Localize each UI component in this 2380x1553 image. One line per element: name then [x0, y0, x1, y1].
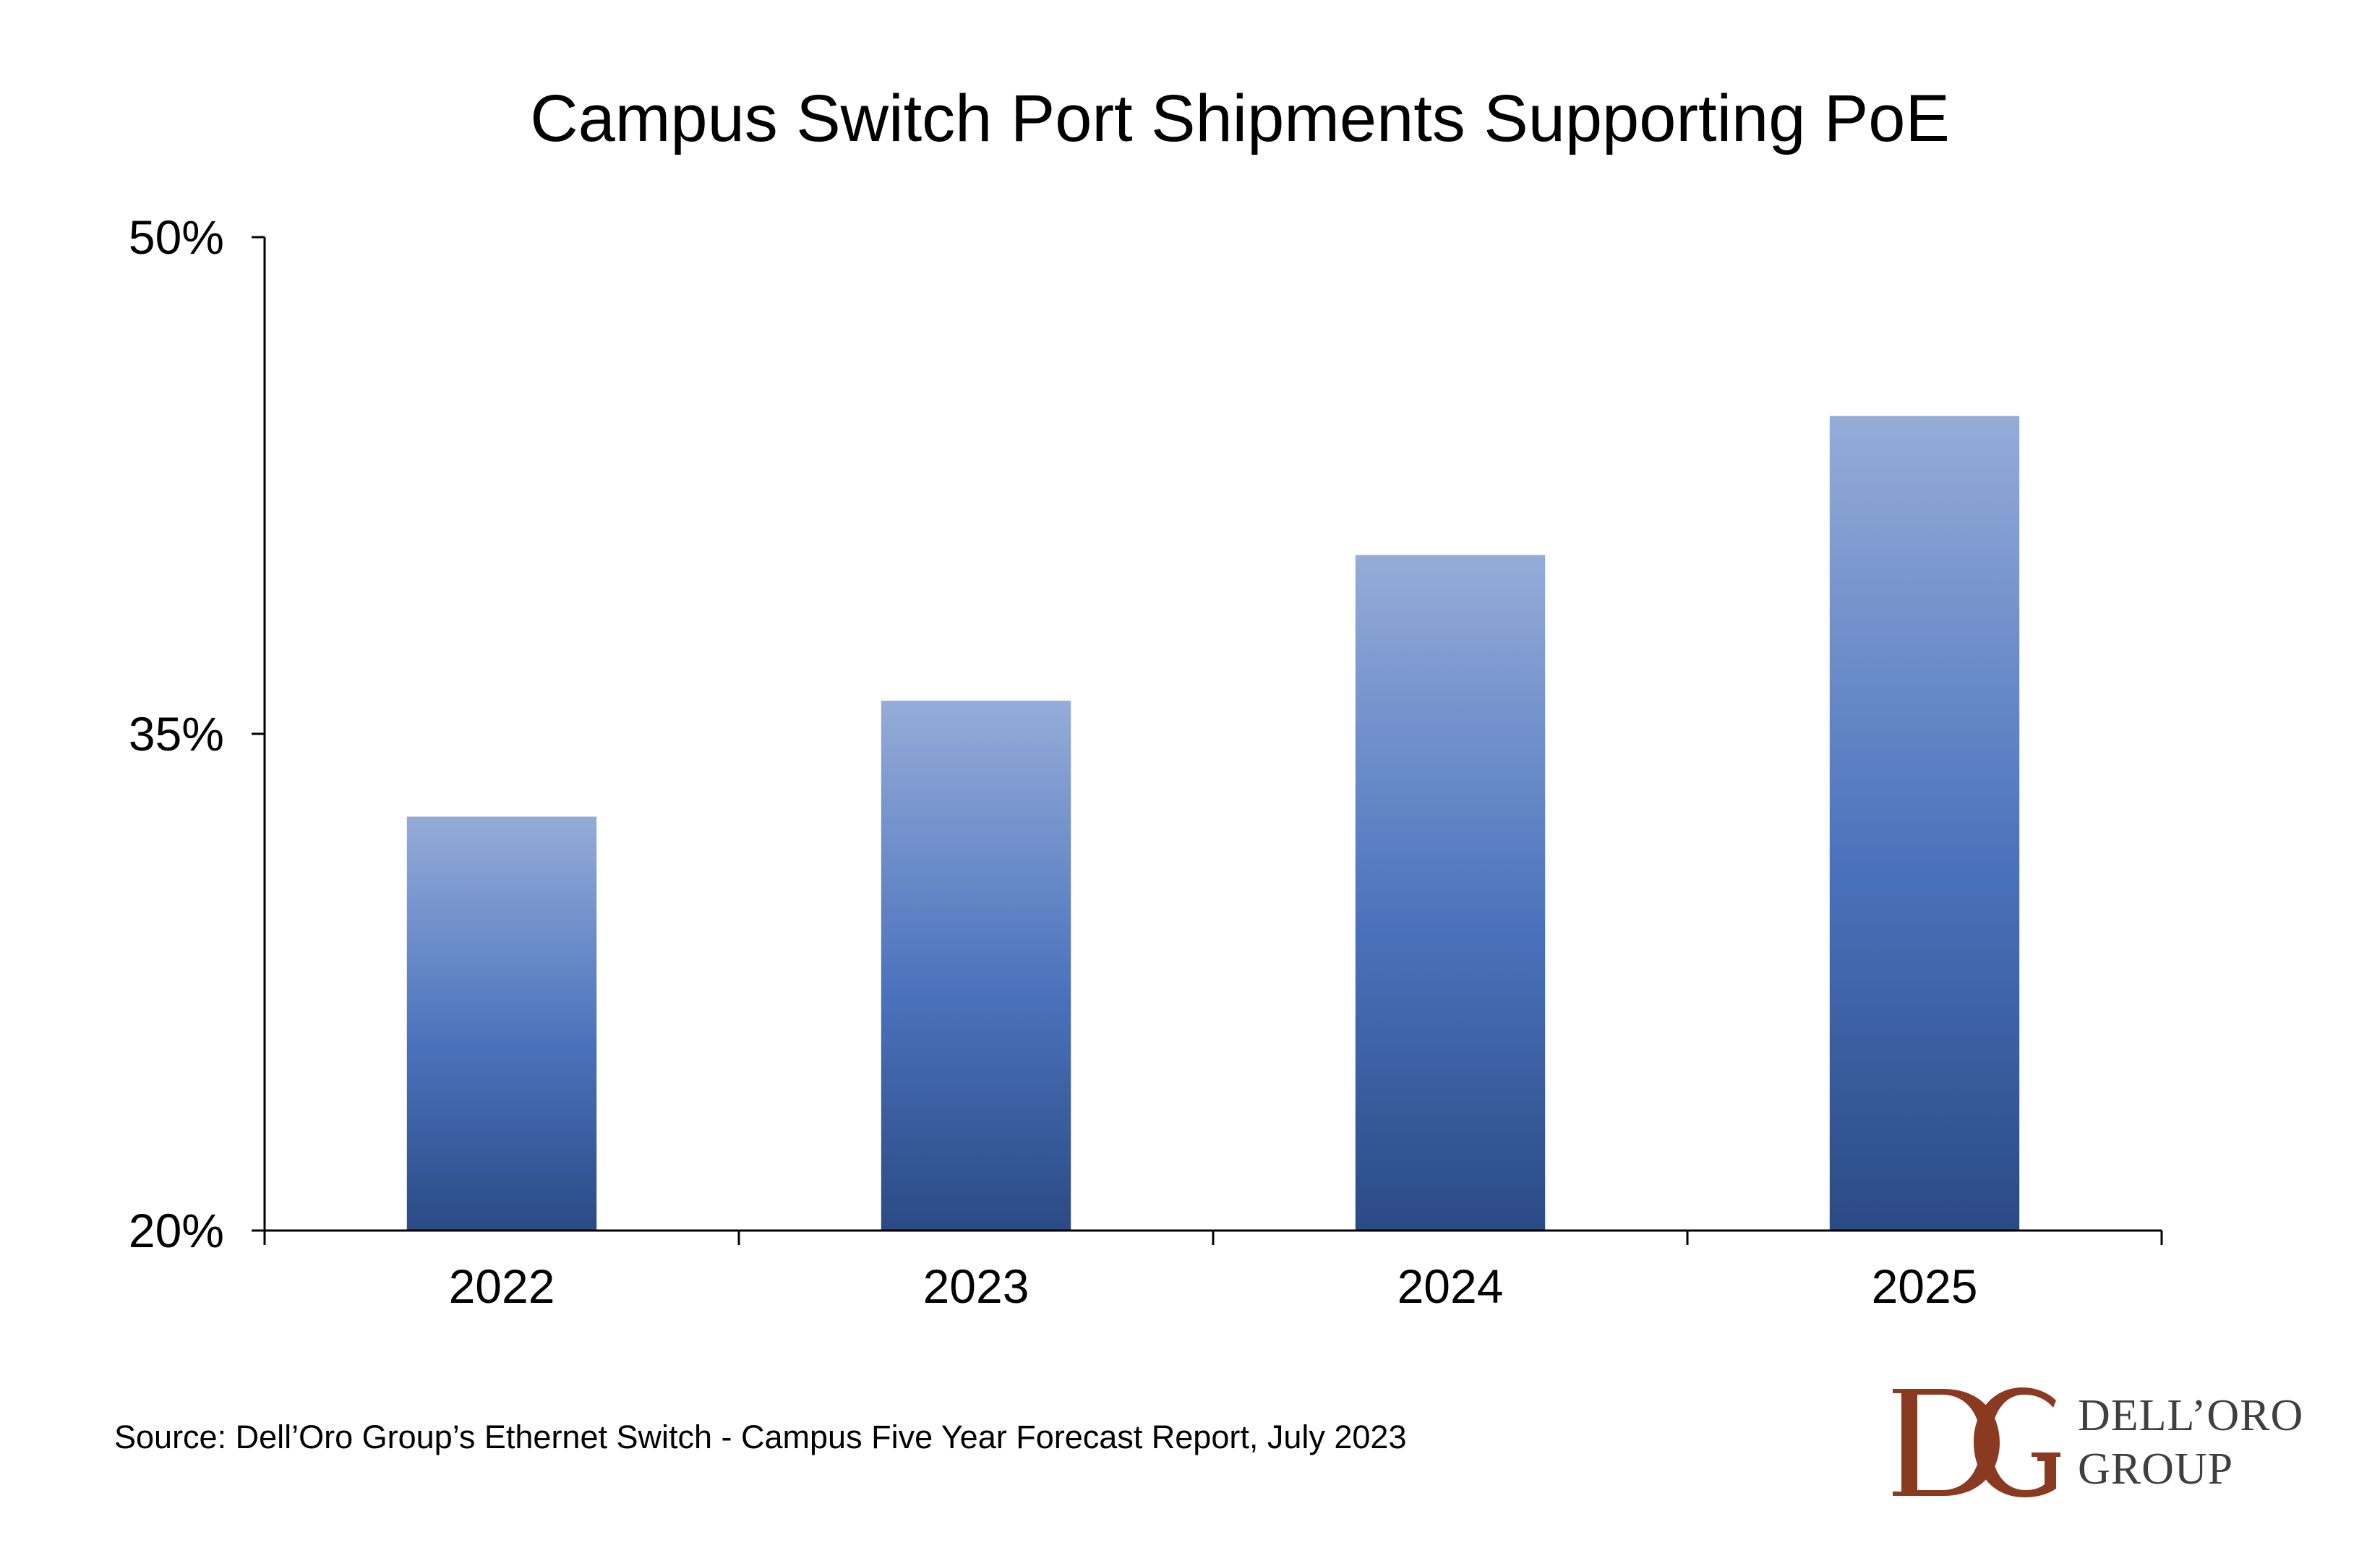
chart-title: Campus Switch Port Shipments Supporting … — [530, 82, 1950, 155]
axes-group: 20% 35% 50% 2022 2023 2024 2025 — [129, 210, 2163, 1313]
logo-dg-mark — [1893, 1387, 2060, 1497]
y-tick-label: 50% — [129, 210, 224, 264]
x-tick-label: 2024 — [1397, 1259, 1504, 1313]
logo-text-line1: DELL’ORO — [2078, 1391, 2304, 1440]
bars-group — [406, 416, 2020, 1231]
bar-2022 — [406, 816, 597, 1231]
y-tick-label: 20% — [129, 1204, 224, 1257]
x-tick-label: 2023 — [923, 1259, 1030, 1313]
bar-2025 — [1829, 416, 2020, 1231]
logo-text-line2: GROUP — [2078, 1445, 2234, 1494]
bar-2023 — [881, 701, 1071, 1231]
x-tick-label: 2022 — [449, 1259, 555, 1313]
bar-2024 — [1355, 555, 1546, 1231]
x-tick-label: 2025 — [1872, 1259, 1978, 1313]
dell-oro-logo: DELL’ORO GROUP — [1893, 1385, 2303, 1500]
y-tick-label: 35% — [129, 707, 224, 761]
source-note: Source: Dell’Oro Group’s Ethernet Switch… — [114, 1419, 1407, 1455]
